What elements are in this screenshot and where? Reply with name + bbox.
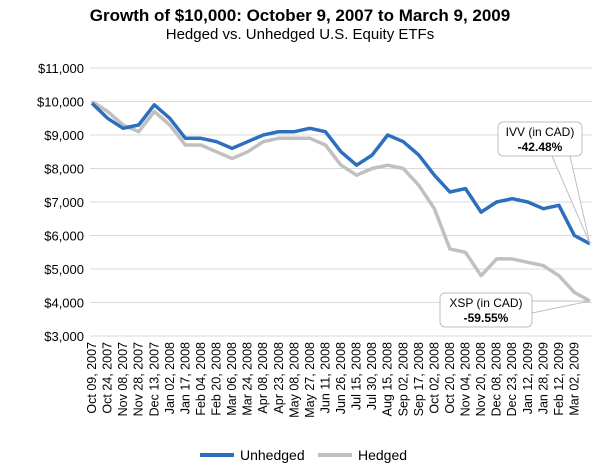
callout-label: XSP (in CAD) bbox=[449, 296, 522, 310]
x-tick-label: May 27, 2008 bbox=[303, 342, 317, 418]
x-tick-label: Feb 20, 2008 bbox=[210, 342, 224, 416]
y-tick-label: $11,000 bbox=[38, 61, 84, 76]
x-tick-label: Nov 04, 2008 bbox=[459, 342, 473, 416]
x-tick-label: Oct 20, 2008 bbox=[443, 342, 457, 414]
x-tick-label: Feb 04, 2008 bbox=[194, 342, 208, 416]
legend-label: Unhedged bbox=[240, 447, 305, 463]
x-tick-label: Jan 12, 2009 bbox=[521, 342, 535, 414]
callout-value: -42.48% bbox=[518, 140, 563, 154]
y-tick-label: $5,000 bbox=[44, 262, 84, 277]
callout-box bbox=[439, 292, 533, 328]
x-tick-label: Dec 13, 2007 bbox=[147, 342, 161, 416]
x-tick-label: Nov 08, 2007 bbox=[116, 342, 130, 416]
x-tick-label: Jan 28, 2009 bbox=[536, 342, 550, 414]
x-tick-label: May 08, 2008 bbox=[287, 342, 301, 418]
y-tick-label: $7,000 bbox=[44, 195, 84, 210]
x-tick-label: Oct 02, 2008 bbox=[427, 342, 441, 414]
x-tick-label: Mar 06, 2008 bbox=[225, 342, 239, 416]
x-tick-label: Nov 20, 2008 bbox=[474, 342, 488, 416]
x-tick-label: Jun 26, 2008 bbox=[334, 342, 348, 414]
callout-value: -59.55% bbox=[464, 311, 509, 325]
series-line-hedged bbox=[91, 100, 591, 303]
callout-label: IVV (in CAD) bbox=[506, 125, 575, 139]
x-tick-label: Oct 09, 2007 bbox=[85, 342, 99, 414]
callout-pointer bbox=[551, 155, 591, 245]
x-tick-label: Jan 02, 2008 bbox=[163, 342, 177, 414]
chart-title: Growth of $10,000: October 9, 2007 to Ma… bbox=[89, 6, 511, 25]
x-tick-label: Jul 15, 2008 bbox=[350, 342, 364, 410]
y-tick-label: $4,000 bbox=[44, 296, 84, 311]
y-tick-label: $3,000 bbox=[44, 329, 84, 344]
callout-box bbox=[497, 121, 583, 157]
chart-subtitle: Hedged vs. Unhedged U.S. Equity ETFs bbox=[165, 26, 435, 43]
x-tick-label: Sep 02, 2008 bbox=[396, 342, 410, 416]
x-tick-label: Feb 12, 2009 bbox=[552, 342, 566, 416]
x-tick-label: Jan 17, 2008 bbox=[178, 342, 192, 414]
x-tick-label: Oct 24, 2007 bbox=[101, 342, 115, 414]
x-tick-label: Apr 23, 2008 bbox=[272, 342, 286, 414]
x-tick-label: Jun 11, 2008 bbox=[318, 342, 332, 413]
x-tick-label: Mar 24, 2008 bbox=[241, 342, 255, 416]
x-tick-label: Aug 15, 2008 bbox=[381, 342, 395, 416]
callout-pointer bbox=[531, 300, 591, 314]
y-tick-label: $8,000 bbox=[44, 162, 84, 177]
y-tick-label: $9,000 bbox=[44, 128, 84, 143]
series-line-unhedged bbox=[90, 101, 591, 246]
x-tick-label: Dec 08, 2008 bbox=[490, 342, 504, 416]
x-tick-label: Nov 28, 2007 bbox=[132, 342, 146, 416]
x-tick-label: Jul 30, 2008 bbox=[365, 342, 379, 410]
x-tick-label: Sep 17, 2008 bbox=[412, 342, 426, 416]
y-tick-label: $10,000 bbox=[37, 95, 84, 110]
x-tick-label: Mar 02, 2009 bbox=[567, 342, 581, 416]
y-tick-label: $6,000 bbox=[44, 229, 84, 244]
x-tick-label: Apr 08, 2008 bbox=[256, 342, 270, 414]
legend-label: Hedged bbox=[358, 447, 407, 463]
x-tick-label: Dec 23, 2008 bbox=[505, 342, 519, 416]
